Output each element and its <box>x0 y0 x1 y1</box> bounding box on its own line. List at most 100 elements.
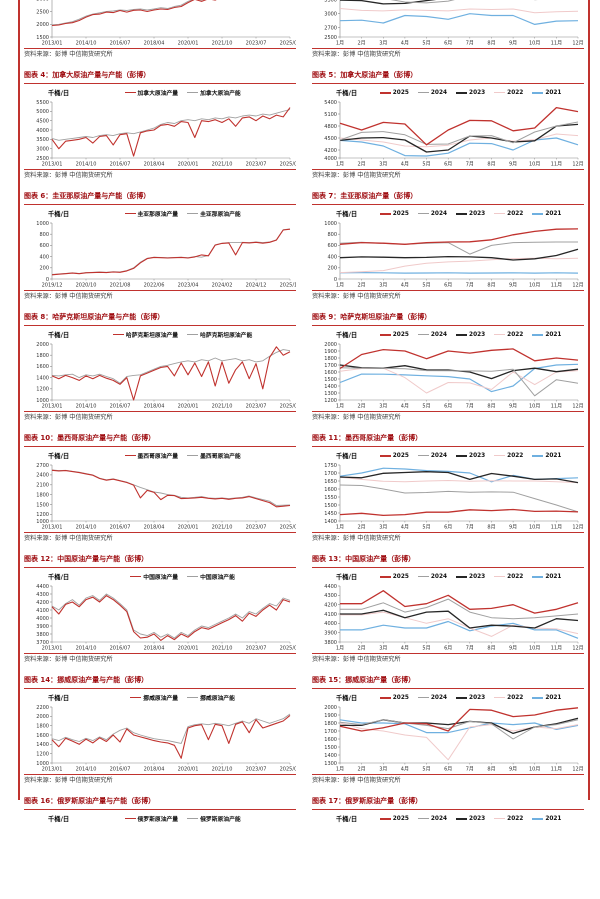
svg-text:2019/12: 2019/12 <box>42 283 63 289</box>
svg-text:1900: 1900 <box>324 349 337 355</box>
figure-title: 图表 9：哈萨克斯坦原油产量（彭博） <box>312 313 584 326</box>
svg-text:1500: 1500 <box>324 377 337 383</box>
svg-text:1400: 1400 <box>324 753 337 759</box>
svg-text:3月: 3月 <box>379 525 387 531</box>
legend-label: 2021 <box>545 694 562 701</box>
svg-text:8月: 8月 <box>487 404 495 410</box>
svg-text:7月: 7月 <box>466 525 474 531</box>
svg-text:3月: 3月 <box>379 404 387 410</box>
svg-text:12月: 12月 <box>572 767 583 773</box>
svg-text:5月: 5月 <box>422 41 430 47</box>
svg-text:2025/04: 2025/04 <box>280 404 296 410</box>
figure-title: 图表 12：中国原油产量与产能（彭博） <box>24 555 296 568</box>
figure-title: 图表 5：加拿大原油产量（彭博） <box>312 71 584 84</box>
svg-text:1400: 1400 <box>36 375 49 381</box>
svg-text:1000: 1000 <box>36 761 49 767</box>
svg-text:4300: 4300 <box>324 593 337 599</box>
legend-item: 2021 <box>532 90 561 96</box>
svg-text:1000: 1000 <box>324 221 337 227</box>
svg-text:2013/01: 2013/01 <box>42 646 63 652</box>
svg-text:600: 600 <box>39 243 49 249</box>
legend-item: 2025 <box>379 211 409 217</box>
axis-unit-label: 千桶/日 <box>336 695 358 702</box>
svg-text:8月: 8月 <box>487 646 495 652</box>
svg-text:1400: 1400 <box>324 384 337 390</box>
legend-line-swatch <box>456 212 468 215</box>
svg-text:2024/02: 2024/02 <box>212 283 233 289</box>
svg-text:1月: 1月 <box>336 162 344 168</box>
svg-text:2022/06: 2022/06 <box>144 283 165 289</box>
legend-line-swatch <box>379 454 391 457</box>
svg-text:800: 800 <box>39 232 49 238</box>
svg-text:8月: 8月 <box>487 525 495 531</box>
legend-item: 圭亚那原油产能 <box>187 209 241 218</box>
divider <box>24 169 296 170</box>
svg-text:9月: 9月 <box>509 646 517 652</box>
divider <box>24 411 296 412</box>
legend-line-swatch <box>379 575 391 578</box>
legend-label: 墨西哥原油产能 <box>200 454 241 460</box>
svg-text:4200: 4200 <box>324 603 337 609</box>
svg-text:1400: 1400 <box>36 742 49 748</box>
svg-text:800: 800 <box>327 232 337 238</box>
chart-header: 千桶/日 哈萨克斯坦原油产量 哈萨克斯坦原油产能 <box>24 328 296 341</box>
legend-item: 2021 <box>532 332 561 338</box>
svg-text:2014/10: 2014/10 <box>76 404 97 410</box>
legend-line-swatch <box>456 575 468 578</box>
axis-unit-label: 千桶/日 <box>48 211 70 218</box>
svg-text:2025/04: 2025/04 <box>280 767 296 773</box>
svg-text:3300: 3300 <box>324 0 337 4</box>
legend-label: 哈萨克斯坦原油产量 <box>125 333 179 339</box>
svg-text:10月: 10月 <box>529 404 540 410</box>
svg-text:2016/07: 2016/07 <box>110 525 131 531</box>
svg-text:11月: 11月 <box>551 41 562 47</box>
legend-label: 2023 <box>469 452 486 459</box>
svg-text:3800: 3800 <box>324 640 337 646</box>
legend-label: 2021 <box>545 573 562 580</box>
svg-text:2025/04: 2025/04 <box>280 646 296 652</box>
figure-block-6: 图表 6：圭亚那原油产量与产能（彭博） 千桶/日 圭亚那原油产量 圭亚那原油产能 … <box>24 186 300 301</box>
svg-text:3000: 3000 <box>324 12 337 18</box>
legend-item: 2025 <box>379 453 409 459</box>
svg-text:400: 400 <box>327 254 337 260</box>
svg-text:4300: 4300 <box>36 592 49 598</box>
svg-text:2000: 2000 <box>36 22 49 28</box>
legend-label: 2022 <box>507 89 524 96</box>
legend-item: 2023 <box>456 574 485 580</box>
svg-text:7月: 7月 <box>466 404 474 410</box>
legend-label: 2023 <box>469 815 486 822</box>
legend-label: 2022 <box>507 210 524 217</box>
svg-text:1500: 1500 <box>324 503 337 509</box>
svg-text:2021/10: 2021/10 <box>212 767 233 773</box>
figure-block-17: 图表 17：俄罗斯原油产量（彭博） 千桶/日 2025 2024 2023 2022 2… <box>312 791 584 893</box>
svg-text:6月: 6月 <box>444 162 452 168</box>
svg-text:2700: 2700 <box>36 463 49 469</box>
legend-item: 2021 <box>532 695 561 701</box>
svg-text:4000: 4000 <box>36 616 49 622</box>
divider <box>312 774 584 775</box>
figure-title: 图表 7：圭亚那原油产量（彭博） <box>312 192 584 205</box>
svg-text:2016/07: 2016/07 <box>110 646 131 652</box>
legend-line-swatch <box>130 575 142 578</box>
legend-item: 2024 <box>417 574 447 580</box>
figure-block-16: 图表 16：俄罗斯原油产量与产能（彭博） 千桶/日 俄罗斯原油产量 俄罗斯原油产能 <box>24 791 296 893</box>
svg-text:1200: 1200 <box>324 398 337 404</box>
svg-text:7月: 7月 <box>466 283 474 289</box>
line-chart: 1000 1200 1400 1600 1800 2000 2013/01 2014/10 20… <box>24 341 300 410</box>
legend-line-swatch <box>456 817 468 820</box>
svg-text:1月: 1月 <box>336 283 344 289</box>
legend-item: 2022 <box>494 695 523 701</box>
source-note: 资料来源：彭博 中信期货研究所 <box>312 414 401 421</box>
line-chart: 4000 4200 4500 4800 5100 5400 1月 2月 3月 4月 5月 6月 7月 8月… <box>312 99 584 168</box>
legend-item: 俄罗斯原油产能 <box>187 814 241 823</box>
svg-text:2月: 2月 <box>358 525 366 531</box>
legend-item: 俄罗斯原油产量 <box>124 814 178 823</box>
line-chart <box>312 825 584 893</box>
chart-legend: 圭亚那原油产量 圭亚那原油产能 <box>69 209 296 218</box>
svg-text:0: 0 <box>46 277 49 283</box>
svg-text:2023/07: 2023/07 <box>246 767 267 773</box>
legend-line-swatch <box>456 696 468 699</box>
legend-line-swatch <box>187 817 199 820</box>
legend-item: 挪威原油产量 <box>130 693 178 702</box>
svg-text:2018/04: 2018/04 <box>144 525 165 531</box>
